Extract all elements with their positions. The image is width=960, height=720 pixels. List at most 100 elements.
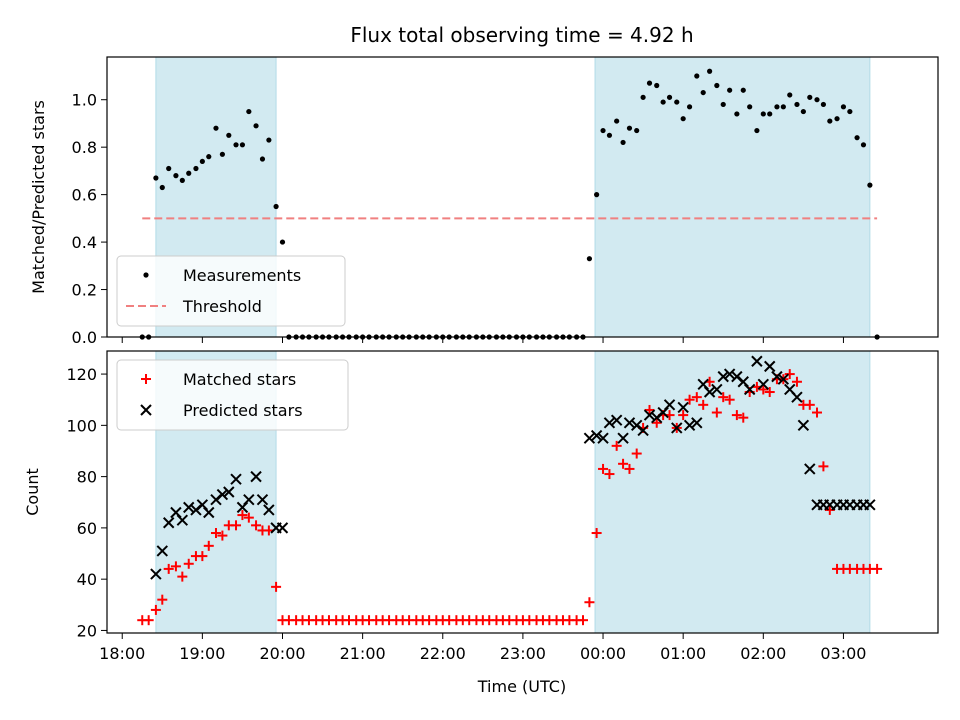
legend-box [116, 359, 349, 431]
measurement-point [700, 89, 706, 96]
measurement-point [854, 135, 860, 141]
matched-stars-point [758, 384, 769, 395]
matched-stars-point [210, 528, 221, 539]
x-tick-label: 23:00 [500, 644, 546, 663]
predicted-stars-point [203, 506, 215, 519]
predicted-stars-point [671, 422, 683, 434]
predicted-stars-point [162, 517, 175, 529]
measurement-point [807, 94, 813, 100]
measurement-point [279, 239, 286, 245]
measurement-point [273, 203, 279, 210]
count-y-tick-label: 100 [66, 416, 97, 435]
matched-stars-point [691, 392, 702, 403]
predicted-stars-point [216, 488, 229, 501]
predicted-stars-point [263, 504, 275, 516]
matched-stars-point [811, 407, 822, 418]
measurement-point [586, 256, 593, 262]
measurement-point [834, 116, 840, 122]
predicted-stars-point [597, 432, 609, 444]
measurement-point [159, 184, 165, 191]
x-tick-label: 18:00 [99, 644, 145, 663]
measurement-point [747, 104, 753, 110]
predicted-stars-point [764, 360, 776, 373]
predicted-stars-point [864, 499, 876, 511]
chart-title: Flux total observing time = 4.92 h [350, 23, 693, 47]
measurement-point [767, 111, 773, 117]
ratio-y-tick-label: 0.0 [72, 328, 97, 347]
measurement-point [740, 87, 746, 93]
matched-stars-point [217, 530, 228, 541]
matched-stars-point [197, 551, 208, 562]
legend-marker-predicted-stars [140, 404, 152, 416]
measurement-point [620, 139, 626, 146]
measurement-point [239, 142, 246, 148]
predicted-stars-point [583, 432, 596, 444]
matched-stars-point [183, 558, 194, 569]
count-y-tick-label: 60 [77, 519, 97, 538]
measurement-point [686, 104, 693, 110]
measurement-point [800, 108, 806, 115]
measurement-point [199, 158, 205, 165]
x-tick-label: 00:00 [580, 644, 626, 663]
count-y-axis-label: Count [23, 468, 42, 516]
predicted-stars-point [683, 419, 696, 432]
legend-marker-matched-stars [141, 374, 151, 384]
matched-stars-point [804, 399, 815, 410]
measurement-point [206, 154, 212, 160]
x-axis-label: Time (UTC) [477, 677, 566, 696]
matched-stars-point [604, 469, 615, 480]
count-y-tick-label: 80 [77, 468, 97, 487]
predicted-stars-point [276, 522, 289, 534]
measurement-point [654, 82, 660, 89]
measurement-point [694, 73, 700, 79]
predicted-stars-point [643, 409, 656, 421]
legend-label: Predicted stars [183, 401, 303, 420]
matched-stars-point [624, 463, 635, 474]
measurement-point [847, 108, 853, 115]
legend-box [116, 255, 346, 327]
matched-stars-point [724, 394, 735, 405]
measurement-point [814, 97, 820, 103]
measurement-point [754, 127, 760, 134]
measurement-point [680, 116, 686, 122]
measurement-point [646, 80, 653, 86]
measurement-point [594, 192, 600, 198]
predicted-stars-point [703, 386, 716, 398]
ratio-y-tick-label: 0.8 [72, 138, 97, 157]
measurement-point [840, 104, 847, 110]
predicted-stars-point [771, 370, 783, 383]
matched-stars-point [157, 594, 168, 605]
matched-stars-point [718, 392, 729, 403]
count-y-tick-label: 20 [77, 621, 97, 640]
ratio-y-tick-label: 0.4 [72, 233, 97, 252]
matched-stars-point [678, 410, 689, 421]
x-tick-label: 21:00 [340, 644, 386, 663]
matched-stars-point [203, 540, 214, 551]
count-series-matched-stars [137, 369, 883, 626]
measurement-point [186, 170, 192, 176]
measurement-point [707, 68, 713, 74]
matched-stars-point [237, 510, 248, 521]
predicted-stars-point [663, 399, 676, 411]
matched-stars-point [651, 417, 662, 428]
matched-stars-point [738, 412, 749, 423]
x-tick-label: 01:00 [660, 644, 706, 663]
matched-stars-point [578, 615, 589, 626]
x-tick-label: 20:00 [259, 644, 305, 663]
predicted-stars-point [183, 501, 195, 514]
matched-stars-point [818, 461, 829, 472]
predicted-stars-point [711, 383, 723, 396]
predicted-stars-point [623, 417, 636, 429]
matched-stars-point [163, 563, 174, 574]
matched-stars-point [591, 528, 602, 539]
matched-stars-point [698, 399, 709, 410]
measurement-point [600, 127, 606, 134]
matched-stars-point [711, 407, 722, 418]
matched-stars-point [731, 410, 742, 421]
x-tick-label: 19:00 [179, 644, 225, 663]
matched-stars-point [170, 561, 181, 572]
predicted-stars-point [150, 568, 162, 580]
predicted-stars-point [743, 383, 756, 396]
measurement-point [660, 99, 666, 105]
